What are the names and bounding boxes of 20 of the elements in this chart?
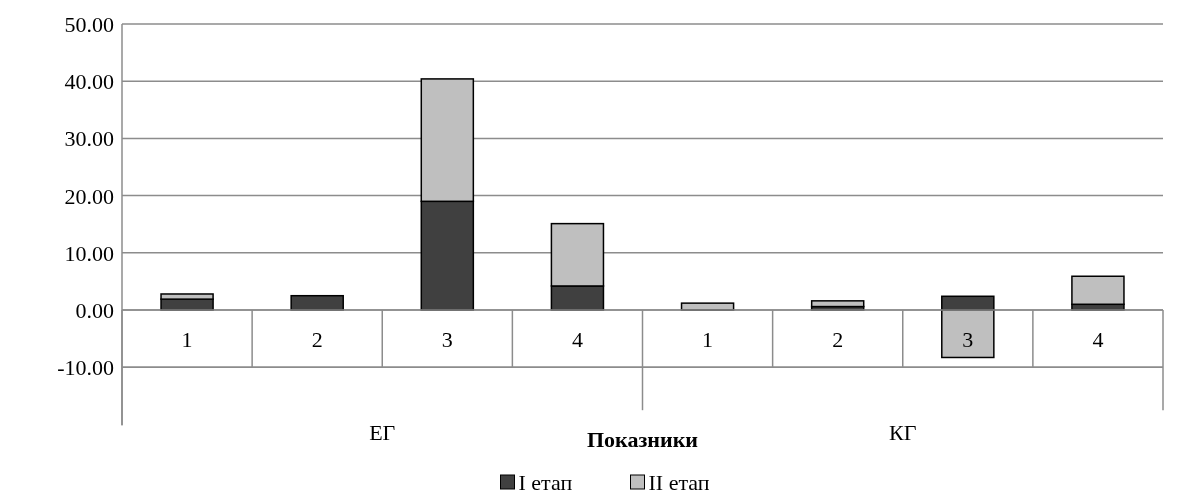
x-tick-label: 2 — [832, 326, 844, 352]
x-tick-label: 3 — [441, 326, 453, 352]
y-tick-label: 0.00 — [75, 298, 114, 323]
text: КГ — [889, 420, 917, 446]
y-tick-label: 50.00 — [64, 12, 114, 37]
x-tick-label: 2 — [311, 326, 323, 352]
y-tick-label: -10.00 — [57, 355, 114, 381]
y-tick-label: 30.00 — [64, 126, 114, 152]
text: ЕГ — [369, 420, 396, 446]
legend-label: I етап — [518, 470, 573, 495]
y-tick-label: 10.00 — [64, 240, 114, 266]
y-tick-label: 40.00 — [64, 69, 114, 95]
x-tick-label: 4 — [1092, 326, 1104, 352]
x-tick-label: 4 — [571, 326, 583, 352]
x-axis-title: Показники — [587, 427, 699, 453]
x-tick-label: 3 — [962, 326, 974, 352]
legend-label: II етап — [648, 470, 710, 495]
x-tick-label: 1 — [702, 326, 714, 352]
x-tick-label: 1 — [181, 326, 193, 352]
y-tick-label: 20.00 — [64, 183, 114, 209]
